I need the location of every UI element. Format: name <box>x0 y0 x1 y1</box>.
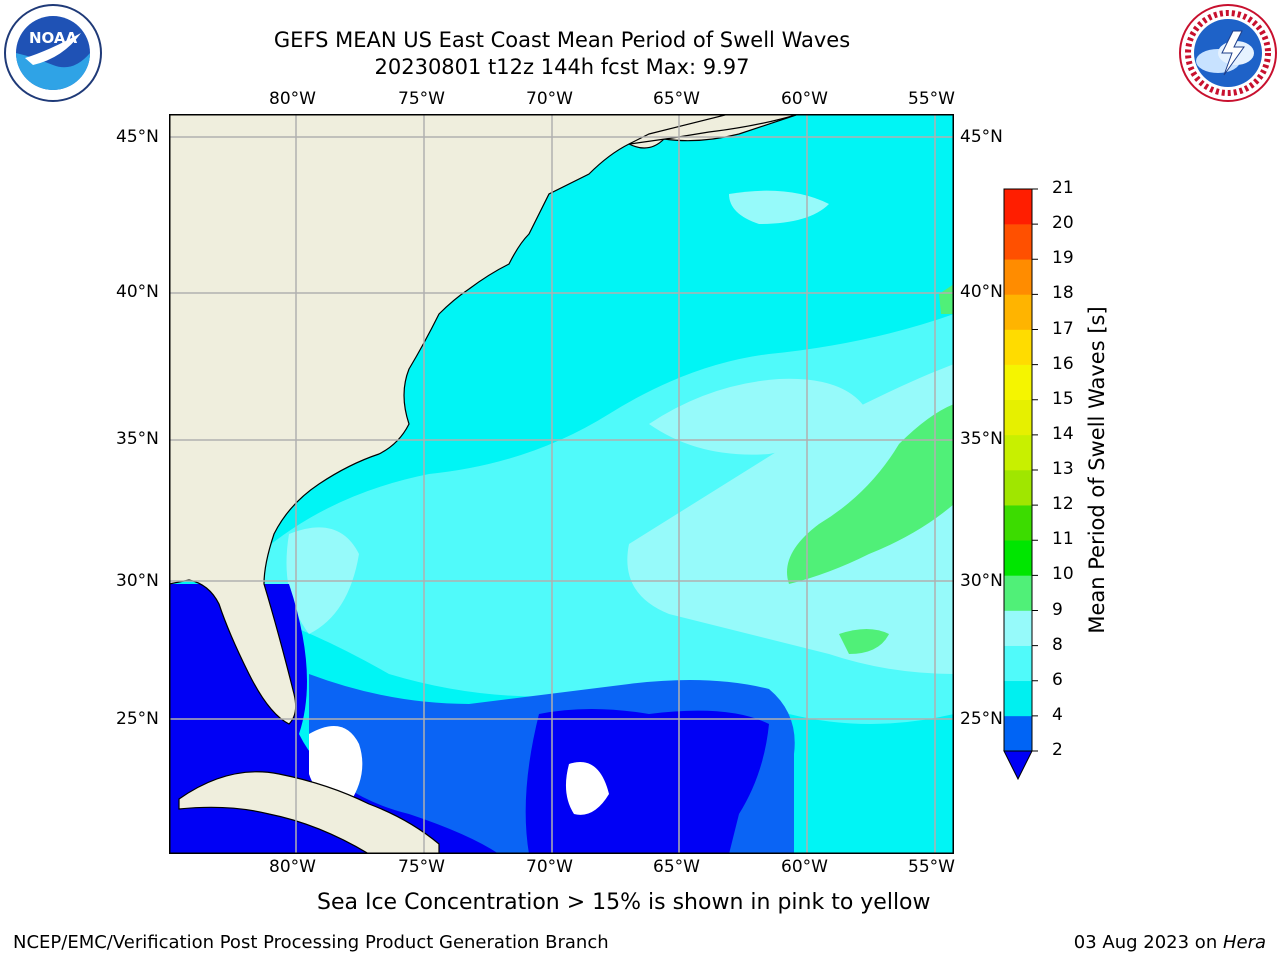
lon-label-bottom-75w: 75°W <box>398 857 445 877</box>
swell-9-10-region-central <box>649 378 869 455</box>
swell-9-10-region-east <box>627 364 954 674</box>
swell-9-10-region-north <box>729 190 829 224</box>
colorbar-level-label: 8 <box>1052 634 1063 655</box>
map-title: GEFS MEAN US East Coast Mean Period of S… <box>273 28 851 52</box>
colorbar-segment <box>1004 259 1032 295</box>
swell-10-11-patch <box>839 629 889 654</box>
lat-label-right-30n: 30°N <box>960 571 1003 591</box>
colorbar-level-label: 12 <box>1052 494 1074 515</box>
colorbar-level-label: 15 <box>1052 388 1074 409</box>
colorbar-extend-arrow <box>1003 750 1033 781</box>
colorbar-segment <box>1004 610 1032 646</box>
colorbar-level-label: 17 <box>1052 318 1074 339</box>
nws-logo <box>1179 4 1277 102</box>
colorbar-segment <box>1004 680 1032 717</box>
footer-date-text: 03 Aug 2023 on <box>1073 932 1223 953</box>
lon-label-bottom-60w: 60°W <box>781 857 828 877</box>
colorbar-level-label: 6 <box>1052 669 1063 690</box>
noaa-logo: NOAA <box>4 4 102 102</box>
lat-label-left-25n: 25°N <box>116 709 159 729</box>
colorbar-segment <box>1004 505 1032 541</box>
colorbar-level-label: 13 <box>1052 459 1074 479</box>
lon-label-top-65w: 65°W <box>653 89 700 109</box>
colorbar-level-label: 20 <box>1052 213 1074 234</box>
graticule <box>169 114 954 854</box>
lon-label-bottom-70w: 70°W <box>526 857 573 877</box>
colorbar-segment <box>1004 224 1032 260</box>
land-cuba <box>178 771 440 854</box>
swell-10-11-region <box>787 404 954 584</box>
lat-label-right-45n: 45°N <box>960 127 1003 147</box>
colorbar-segment <box>1004 434 1032 471</box>
colorbar-level-label: 16 <box>1052 353 1074 374</box>
colorbar <box>1003 188 1038 781</box>
map-panel <box>169 114 954 854</box>
colorbar-level-label: 2 <box>1052 740 1063 760</box>
bahamas-mask <box>309 726 363 804</box>
map-subtitle: 20230801 t12z 144h fcst Max: 9.97 <box>374 55 750 79</box>
footer-host: Hera <box>1222 932 1266 953</box>
lon-label-top-60w: 60°W <box>781 89 828 109</box>
lat-label-left-45n: 45°N <box>116 127 159 147</box>
colorbar-segment <box>1004 364 1032 401</box>
colorbar-segment <box>1004 645 1032 682</box>
land-us <box>169 114 800 725</box>
open-area-mask <box>565 762 609 815</box>
colorbar-segment <box>1004 189 1032 225</box>
lat-label-right-40n: 40°N <box>960 282 1003 302</box>
colorbar-segment <box>1004 399 1032 436</box>
lon-label-bottom-55w: 55°W <box>908 857 955 877</box>
colorbar-level-label: 21 <box>1052 178 1074 198</box>
colorbar-title: Mean Period of Swell Waves [s] <box>1085 306 1109 634</box>
footer-credit: NCEP/EMC/Verification Post Processing Pr… <box>13 932 609 953</box>
colorbar-level-label: 4 <box>1052 704 1063 725</box>
colorbar-segment <box>1004 540 1032 576</box>
lon-label-top-55w: 55°W <box>908 89 955 109</box>
colorbar-segment <box>1004 294 1032 330</box>
colorbar-segment <box>1004 329 1032 365</box>
swell-10-11-patch-north <box>939 284 954 314</box>
lon-label-top-80w: 80°W <box>269 89 316 109</box>
noaa-logo-text: NOAA <box>29 29 78 47</box>
colorbar-level-label: 18 <box>1052 283 1074 304</box>
colorbar-level-label: 14 <box>1052 423 1074 444</box>
lat-label-left-30n: 30°N <box>116 571 159 591</box>
lat-label-right-35n: 35°N <box>960 429 1003 449</box>
colorbar-level-label: 11 <box>1052 529 1074 550</box>
footer-date: 03 Aug 2023 on Hera <box>1074 932 1266 953</box>
swell-2-4-region-east <box>525 709 769 854</box>
sea-ice-caption: Sea Ice Concentration > 15% is shown in … <box>317 890 931 915</box>
colorbar-segment <box>1004 575 1032 611</box>
lon-label-top-75w: 75°W <box>398 89 445 109</box>
lon-label-bottom-80w: 80°W <box>269 857 316 877</box>
lon-label-top-70w: 70°W <box>526 89 573 109</box>
lat-label-left-40n: 40°N <box>116 282 159 302</box>
colorbar-segment <box>1004 470 1032 506</box>
lon-label-bottom-65w: 65°W <box>653 857 700 877</box>
colorbar-level-label: 10 <box>1052 564 1074 585</box>
lat-label-right-25n: 25°N <box>960 709 1003 729</box>
colorbar-level-label: 9 <box>1052 599 1063 620</box>
lat-label-left-35n: 35°N <box>116 429 159 449</box>
colorbar-level-label: 19 <box>1052 248 1074 269</box>
colorbar-segment <box>1004 715 1032 752</box>
map-frame <box>169 114 954 854</box>
